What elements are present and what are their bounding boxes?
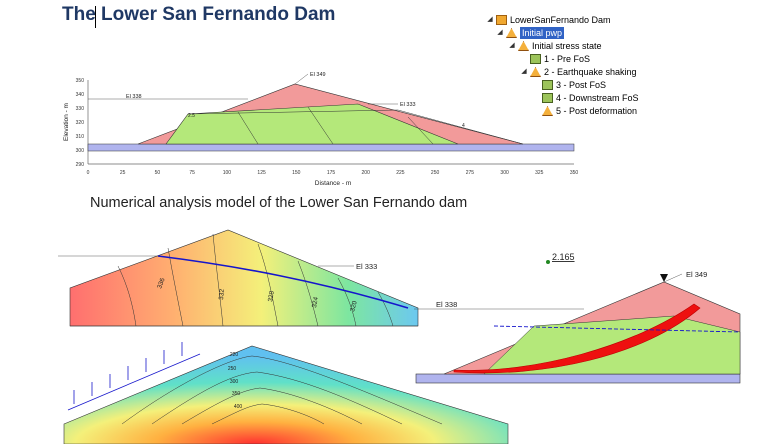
crest-marker xyxy=(660,274,668,282)
x-tick: 350 xyxy=(570,170,579,176)
y-tick: 330 xyxy=(76,106,85,112)
load-line xyxy=(67,353,201,411)
slip-surface xyxy=(453,303,701,374)
analysis-stage-icon xyxy=(506,28,517,38)
contour-lines xyxy=(117,233,394,327)
label-el333: El 333 xyxy=(400,102,416,108)
x-tick: 50 xyxy=(155,170,161,176)
x-tick: 25 xyxy=(120,170,126,176)
figure-caption: Numerical analysis model of the Lower Sa… xyxy=(90,195,468,211)
label-slope-right: 4 xyxy=(462,123,465,129)
x-tick: 175 xyxy=(327,170,336,176)
slope-analysis-icon xyxy=(542,80,553,90)
tree-item-post-deformation[interactable]: 5 - Post deformation xyxy=(542,105,637,117)
contour-label: 324 xyxy=(311,296,320,308)
label-slope-left: 2.5 xyxy=(188,113,195,119)
x-axis-label: Distance - m xyxy=(315,180,351,187)
stress-contour-label: 400 xyxy=(234,404,243,410)
tree-item-label: Initial pwp xyxy=(520,27,565,39)
label-el349: El 349 xyxy=(310,72,326,78)
tree-item-label: 1 - Pre FoS xyxy=(544,54,591,64)
project-icon xyxy=(496,15,507,25)
tree-item-initial-pwp[interactable]: ◢ Initial pwp xyxy=(496,27,565,39)
phreatic-line xyxy=(493,325,741,333)
leader-line xyxy=(663,273,683,283)
analysis-tree: ◢ LowerSanFernando Dam ◢ Initial pwp ◢ I… xyxy=(486,14,686,124)
collapse-icon[interactable]: ◢ xyxy=(509,42,515,49)
zone-boundary xyxy=(237,111,259,145)
contour-label: 328 xyxy=(267,290,276,302)
label-el338: El 338 xyxy=(126,94,142,100)
dam-section-plot: 350 340 330 320 310 300 290 0 25 50 75 1… xyxy=(63,72,579,187)
zone-boundary xyxy=(307,106,334,145)
tree-root-label: LowerSanFernando Dam xyxy=(510,15,611,25)
slope-analysis-icon xyxy=(542,93,553,103)
tree-item-initial-stress[interactable]: ◢ Initial stress state xyxy=(508,40,602,52)
x-tick: 225 xyxy=(396,170,405,176)
collapse-icon[interactable]: ◢ xyxy=(497,29,503,36)
x-tick: 275 xyxy=(466,170,475,176)
stress-contour-lines xyxy=(121,355,443,425)
x-tick: 200 xyxy=(362,170,371,176)
tree-root[interactable]: ◢ LowerSanFernando Dam xyxy=(486,14,611,26)
tree-item-post-fos[interactable]: 3 - Post FoS xyxy=(542,79,606,91)
x-tick: 300 xyxy=(500,170,509,176)
text-cursor xyxy=(95,6,96,28)
analysis-stage-icon xyxy=(518,41,529,51)
zone-boundary xyxy=(407,116,434,145)
stress-contour-plot: 220 250 300 350 400 xyxy=(63,342,509,444)
label-el333: El 333 xyxy=(356,262,377,271)
stress-contour-label: 300 xyxy=(230,379,239,385)
factor-of-safety-value: 2.165 xyxy=(552,252,575,262)
y-axis-label: Elevation - m xyxy=(63,103,70,141)
y-tick: 290 xyxy=(76,162,85,168)
tree-item-label: 3 - Post FoS xyxy=(556,80,607,90)
contour-label: 336 xyxy=(156,277,166,290)
foundation-layer xyxy=(87,143,575,152)
slope-analysis-icon xyxy=(530,54,541,64)
tree-item-pre-fos[interactable]: 1 - Pre FoS xyxy=(530,53,590,65)
tree-item-label: 2 - Earthquake shaking xyxy=(544,67,637,77)
title-part-the: The xyxy=(62,4,96,25)
stress-contour-label: 220 xyxy=(230,352,239,358)
x-tick: 150 xyxy=(292,170,301,176)
tree-item-label: 4 - Downstream FoS xyxy=(556,93,639,103)
stress-contour-label: 350 xyxy=(232,391,241,397)
contour-label: 320 xyxy=(349,300,359,313)
tree-item-label: Initial stress state xyxy=(532,41,602,51)
y-tick: 300 xyxy=(76,148,85,154)
y-tick: 340 xyxy=(76,92,85,98)
x-tick: 0 xyxy=(87,170,90,176)
stress-contour-fill xyxy=(63,345,509,444)
collapse-icon[interactable]: ◢ xyxy=(521,68,527,75)
collapse-icon[interactable]: ◢ xyxy=(487,16,493,23)
contour-label: 332 xyxy=(218,288,226,300)
x-tick: 250 xyxy=(431,170,440,176)
x-tick: 75 xyxy=(189,170,195,176)
zone-boundary xyxy=(397,109,524,145)
label-el338: El 338 xyxy=(436,300,457,309)
y-tick: 310 xyxy=(76,134,85,140)
phreatic-line xyxy=(157,255,409,309)
stress-contour-label: 250 xyxy=(228,366,237,372)
y-tick: 350 xyxy=(76,78,85,84)
pwp-contour-plot: El 333 336 332 328 324 320 xyxy=(58,229,419,327)
slope-stability-plot: 2.165 El 349 El 338 xyxy=(414,252,741,384)
x-tick: 125 xyxy=(257,170,266,176)
x-tick: 100 xyxy=(223,170,232,176)
zone-boundary xyxy=(187,109,399,115)
x-tick: 325 xyxy=(535,170,544,176)
slip-center-point xyxy=(546,260,550,264)
title-part-dam: Lower San Fernando Dam xyxy=(95,4,336,25)
tree-item-downstream-fos[interactable]: 4 - Downstream FoS xyxy=(542,92,639,104)
tree-item-label: 5 - Post deformation xyxy=(556,106,638,116)
tree-item-earthquake[interactable]: ◢ 2 - Earthquake shaking xyxy=(520,66,637,78)
leader-line xyxy=(294,73,309,85)
label-el349: El 349 xyxy=(686,270,707,279)
y-tick: 320 xyxy=(76,120,85,126)
pwp-contour-fill xyxy=(69,229,419,327)
page-title: The Lower San Fernando Dam xyxy=(62,4,335,26)
